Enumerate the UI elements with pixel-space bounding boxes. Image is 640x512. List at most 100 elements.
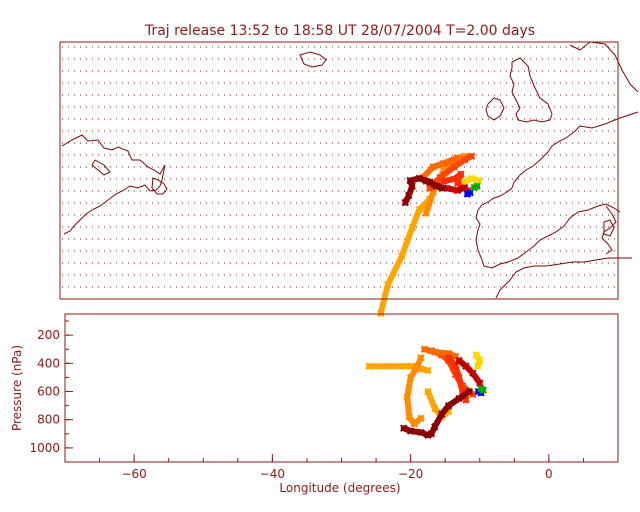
y-tick-label: 800: [37, 413, 60, 427]
pressure-point: [451, 362, 460, 370]
coastline-europe: [475, 111, 639, 269]
coastline-north-america: [61, 134, 166, 235]
pressure-point: [465, 387, 474, 396]
pressure-point: [455, 373, 463, 382]
map-point: [432, 182, 441, 190]
map-point: [457, 170, 465, 178]
pressure-point: [431, 404, 439, 413]
map-trajectory-0: [377, 196, 433, 317]
chart-title: Traj release 13:52 to 18:58 UT 28/07/200…: [144, 23, 535, 39]
pressure-point: [462, 362, 470, 370]
pressure-point: [417, 353, 425, 362]
coastline-newfoundland: [151, 177, 168, 195]
pressure-point: [431, 423, 439, 431]
pressure-frame: [64, 313, 619, 463]
map-point: [398, 252, 406, 260]
coastline-africa: [495, 257, 632, 299]
map-point: [415, 174, 423, 183]
map-point: [415, 206, 423, 214]
map-point: [406, 176, 414, 185]
pressure-point: [424, 366, 432, 375]
pressure-point: [406, 373, 415, 382]
pressure-point: [417, 428, 425, 437]
map-point: [439, 177, 448, 185]
pressure-point: [420, 345, 429, 353]
map-point: [429, 163, 437, 171]
map-frame: [59, 41, 619, 300]
x-tick-label: −40: [260, 467, 285, 481]
y-axis: 200 400 600 800 1000: [29, 320, 73, 463]
pressure-point: [476, 356, 484, 365]
map-point: [439, 159, 448, 168]
coastline-great-britain: [509, 57, 553, 123]
map-grid: [62, 46, 616, 288]
map-point: [377, 309, 385, 317]
y-tick-label: 600: [37, 385, 60, 399]
y-tick-label: 1000: [29, 441, 60, 455]
map-point: [408, 223, 416, 232]
coastline-ireland: [485, 97, 505, 121]
pressure-point: [444, 401, 453, 410]
map-point: [384, 281, 392, 289]
pressure-trajectory-4: [421, 346, 459, 360]
pressure-point: [386, 362, 394, 370]
y-axis-label: Pressure (nPa): [10, 345, 24, 431]
map-point: [425, 178, 434, 186]
pressure-point: [405, 413, 413, 421]
map-point: [453, 186, 462, 195]
pressure-point: [406, 362, 415, 370]
pressure-point: [365, 362, 373, 370]
map-point: [467, 152, 476, 160]
pressure-panel: −60 −40 −20 0 200 400 600 800 1000 Longitude (d…: [10, 313, 619, 495]
map-point: [460, 156, 469, 164]
map-trajectory-3: [419, 154, 461, 181]
map-point: [453, 179, 462, 188]
map-point: [408, 182, 416, 190]
map-point: [453, 153, 462, 162]
coastline-scandinavia: [569, 41, 639, 93]
map-point: [473, 182, 481, 190]
pressure-trajectory-8: [400, 388, 473, 439]
map-point: [460, 178, 469, 186]
pressure-point: [424, 387, 432, 396]
y-tick-label: 400: [37, 356, 60, 370]
map-trajectories: [377, 152, 483, 317]
pressure-point: [455, 394, 463, 403]
x-tick-label: −20: [398, 467, 423, 481]
map-point: [467, 174, 476, 183]
pressure-point: [406, 427, 415, 435]
x-tick-label: −60: [121, 467, 146, 481]
coastline-sardinia: [603, 219, 615, 237]
pressure-point: [473, 362, 482, 370]
x-axis-label: Longitude (degrees): [279, 481, 400, 495]
pressure-point: [403, 393, 411, 401]
map-point: [401, 198, 409, 207]
pressure-point: [431, 348, 439, 356]
pressure-point: [455, 356, 463, 365]
map-point: [438, 184, 446, 193]
map-point: [450, 163, 458, 171]
x-tick-label: 0: [545, 467, 553, 481]
x-axis: −60 −40 −20 0: [64, 454, 619, 481]
pressure-point: [413, 362, 422, 370]
map-point: [474, 176, 483, 185]
pressure-trajectory-7: [456, 357, 483, 387]
map-point: [460, 183, 469, 192]
coastline-iceland: [299, 51, 327, 68]
map-point: [405, 191, 413, 200]
pressure-point: [476, 379, 484, 387]
pressure-point: [427, 430, 436, 438]
pressure-point: [479, 386, 487, 394]
pressure-point: [410, 420, 418, 428]
pressure-point: [438, 410, 446, 418]
pressure-point: [444, 353, 453, 362]
pressure-point: [469, 369, 477, 377]
pressure-point: [400, 424, 408, 432]
coastline-gulf: [91, 159, 111, 176]
pressure-point: [417, 414, 425, 423]
y-tick-label: 200: [37, 328, 60, 342]
pressure-point: [472, 351, 481, 359]
map-point: [422, 209, 430, 218]
pressure-trajectories: [365, 345, 487, 439]
